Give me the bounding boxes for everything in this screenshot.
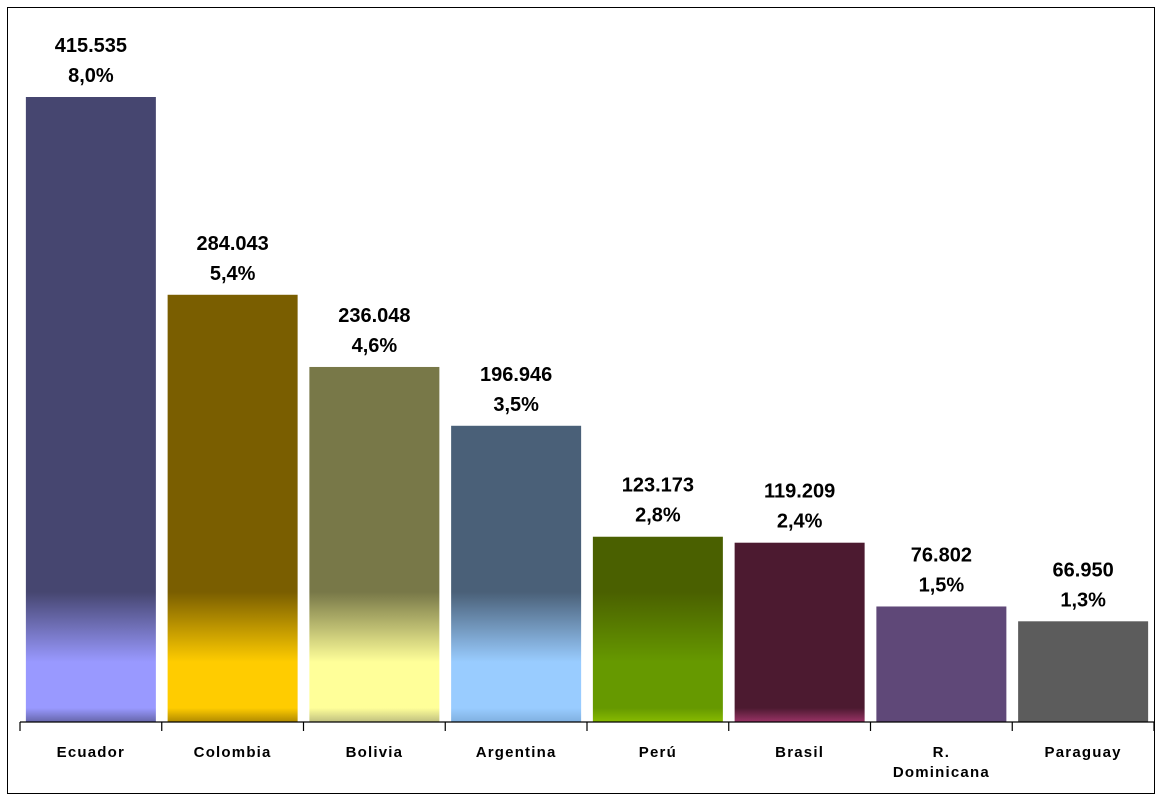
value-label: 76.802 bbox=[911, 544, 972, 566]
category-label: Perú bbox=[639, 744, 677, 761]
value-label: 66.950 bbox=[1053, 559, 1114, 581]
percent-label: 2,4% bbox=[777, 511, 823, 533]
bar-r-dominicana bbox=[876, 606, 1007, 722]
category-label: Colombia bbox=[194, 744, 272, 761]
category-label: Argentina bbox=[476, 744, 557, 761]
value-label: 284.043 bbox=[196, 233, 268, 255]
bar-colombia bbox=[167, 294, 298, 722]
value-label: 236.048 bbox=[338, 305, 410, 327]
category-label: Ecuador bbox=[57, 744, 125, 761]
category-label: Brasil bbox=[775, 744, 824, 761]
bar-bolivia bbox=[309, 366, 440, 722]
percent-label: 4,6% bbox=[352, 335, 398, 357]
bar-brasil bbox=[734, 542, 865, 722]
category-label: Bolivia bbox=[346, 744, 404, 761]
value-label: 196.946 bbox=[480, 364, 552, 386]
percent-label: 1,5% bbox=[919, 574, 965, 596]
bar-ecuador bbox=[25, 97, 156, 722]
category-label: Dominicana bbox=[893, 764, 990, 781]
percent-label: 1,3% bbox=[1060, 589, 1106, 611]
value-label: 123.173 bbox=[622, 475, 694, 497]
bar-paraguay bbox=[1018, 621, 1149, 722]
bar-per bbox=[592, 536, 723, 722]
percent-label: 8,0% bbox=[68, 65, 114, 87]
percent-label: 5,4% bbox=[210, 263, 256, 285]
percent-label: 3,5% bbox=[493, 394, 539, 416]
category-label: Paraguay bbox=[1045, 744, 1122, 761]
value-label: 119.209 bbox=[764, 481, 835, 503]
x-axis: Ecuador Colombia Bolivia Argentina Perú Brasi… bbox=[19, 721, 1155, 781]
bar-argentina bbox=[451, 425, 582, 722]
category-label: R. bbox=[933, 744, 950, 761]
percent-label: 2,8% bbox=[635, 505, 681, 527]
bars-layer bbox=[25, 97, 1149, 722]
value-labels-layer: 415.535 8,0% 284.043 5,4% 236.048 4,6% 196.946… bbox=[55, 35, 1114, 611]
value-label: 415.535 bbox=[55, 35, 127, 57]
